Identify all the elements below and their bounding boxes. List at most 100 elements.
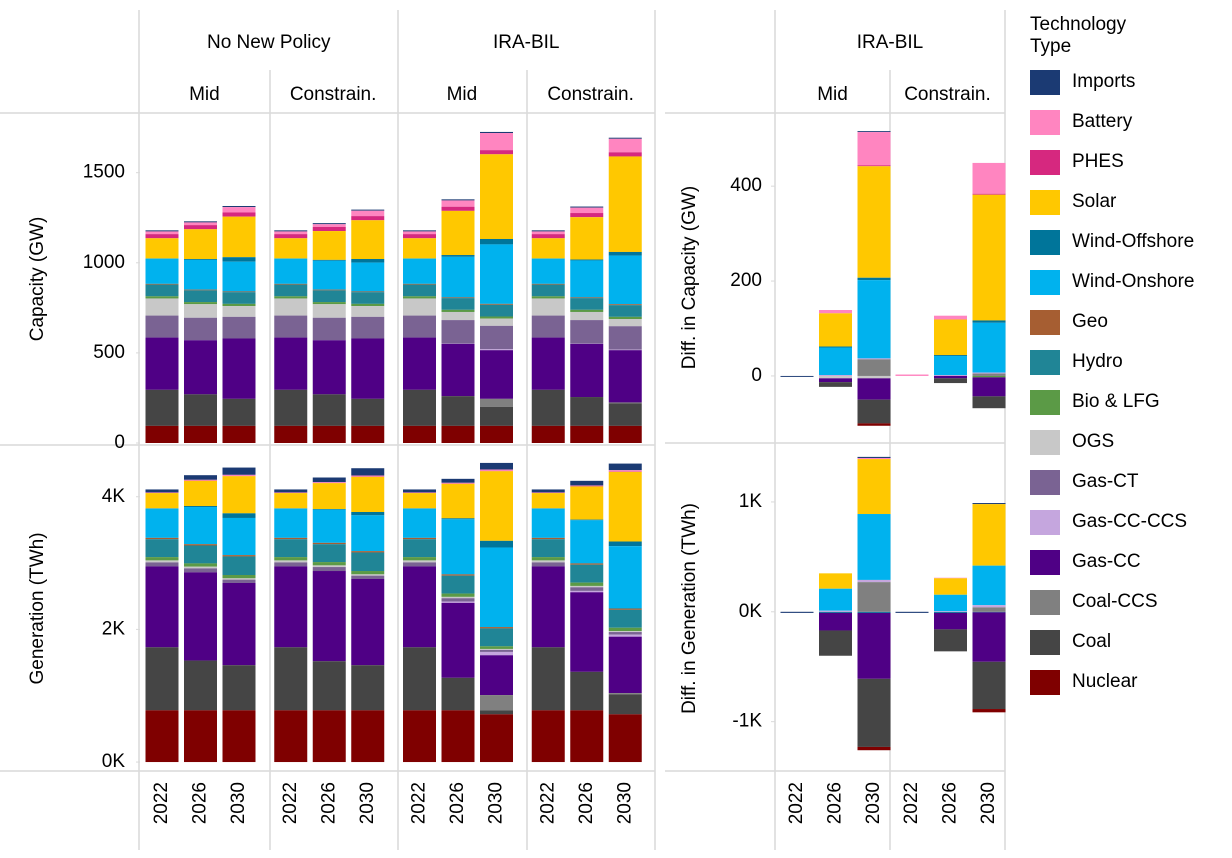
- bar-segment: [972, 194, 1006, 321]
- bar-segment: [274, 557, 308, 561]
- bar-segment: [274, 337, 308, 390]
- bar-segment: [222, 517, 256, 556]
- bar-segment: [972, 320, 1006, 323]
- bar-segment: [145, 337, 179, 390]
- series: [145, 238, 642, 263]
- bar-segment: [222, 303, 256, 307]
- series: [819, 277, 1006, 357]
- bar-segment: [441, 483, 475, 519]
- bar-segment: [819, 573, 852, 589]
- bar-segment: [570, 217, 604, 260]
- bar-segment: [480, 406, 513, 426]
- bar-segment: [351, 575, 385, 579]
- bar-segment: [570, 582, 604, 586]
- bar-segment: [480, 710, 513, 715]
- bar-segment: [608, 152, 642, 157]
- bar-segment: [403, 557, 436, 561]
- bar-segment: [608, 694, 642, 715]
- bar-segment: [403, 296, 436, 299]
- bar-segment: [184, 340, 217, 395]
- series: [145, 283, 642, 306]
- bar-segment: [403, 298, 436, 316]
- bar-segment: [480, 303, 513, 305]
- bar-segment: [480, 150, 513, 155]
- bar-segment: [184, 507, 217, 545]
- legend-swatch: [1030, 549, 1060, 575]
- y-tick-label: -1K: [732, 711, 762, 732]
- bar-segment: [972, 611, 1006, 613]
- legend-entry: Wind-Offshore: [1030, 222, 1195, 262]
- bar-segment: [274, 566, 308, 648]
- bar-segment: [312, 509, 346, 543]
- y-tick-label: 4K: [102, 486, 126, 507]
- series: [145, 470, 642, 494]
- bar-segment: [274, 493, 308, 509]
- bar-segment: [222, 316, 256, 339]
- bar-segment: [857, 131, 891, 133]
- bar-segment: [274, 234, 308, 239]
- legend-swatch: [1030, 509, 1060, 535]
- series: [819, 166, 1006, 356]
- bar-segment: [274, 560, 308, 563]
- bar-segment: [274, 537, 308, 540]
- series: [145, 150, 642, 239]
- bar-segment: [570, 587, 604, 591]
- bar-segment: [274, 489, 308, 493]
- bar-segment: [972, 377, 1006, 397]
- bar-segment: [145, 493, 179, 509]
- bar-segment: [222, 398, 256, 426]
- bar-segment: [934, 375, 967, 376]
- y-tick-label: 1K: [739, 491, 763, 512]
- bar-segment: [480, 350, 513, 399]
- bar-segment: [857, 746, 891, 751]
- bar-segment: [480, 131, 513, 134]
- bar-segment: [312, 224, 346, 227]
- y-tick-label: 0: [114, 432, 125, 453]
- bar-segment: [608, 636, 642, 694]
- bar-segment: [972, 372, 1006, 374]
- bar-segment: [184, 225, 217, 230]
- bar-segment: [222, 665, 256, 711]
- x-tick-label: 2022: [409, 782, 430, 824]
- bar-segment: [480, 646, 513, 649]
- bar-segment: [441, 396, 475, 426]
- bar-segment: [608, 255, 642, 305]
- bar-segment: [531, 298, 565, 316]
- legend-entry: Solar: [1030, 182, 1195, 222]
- bar-segment: [531, 710, 565, 763]
- bar-segment: [608, 350, 642, 403]
- bar-segment: [274, 284, 308, 297]
- y-tick-label: 0: [751, 365, 762, 386]
- bar-segment: [403, 493, 436, 509]
- bar-segment: [222, 555, 256, 557]
- bar-segment: [972, 322, 1006, 373]
- y-tick-label: 0K: [102, 751, 126, 772]
- legend-label: Wind-Onshore: [1072, 271, 1195, 292]
- bar-segment: [351, 425, 385, 443]
- legend-title: Technology Type: [1030, 14, 1127, 57]
- bar-segment: [531, 566, 565, 648]
- bar-segment: [441, 677, 475, 711]
- legend-entry: Coal-CCS: [1030, 582, 1195, 622]
- bar-segment: [972, 661, 1006, 710]
- series: [145, 562, 642, 652]
- bar-segment: [819, 375, 852, 376]
- bar-segment: [351, 475, 385, 477]
- bar-segment: [145, 315, 179, 338]
- bar-segment: [972, 607, 1006, 612]
- bar-segment: [441, 598, 475, 602]
- bar-segment: [312, 226, 346, 232]
- bar-segment: [312, 290, 346, 303]
- bar-segment: [480, 648, 513, 650]
- bar-segment: [570, 213, 604, 218]
- series: [857, 423, 891, 426]
- series: [145, 560, 642, 650]
- series: [441, 343, 642, 351]
- legend-label: Coal-CCS: [1072, 591, 1158, 612]
- bar-segment: [312, 571, 346, 662]
- bar-segment: [608, 138, 642, 153]
- bar-segment: [403, 234, 436, 239]
- bar-segment: [403, 647, 436, 711]
- subfacet-label: Constrain.: [547, 84, 634, 105]
- legend-swatch: [1030, 389, 1060, 415]
